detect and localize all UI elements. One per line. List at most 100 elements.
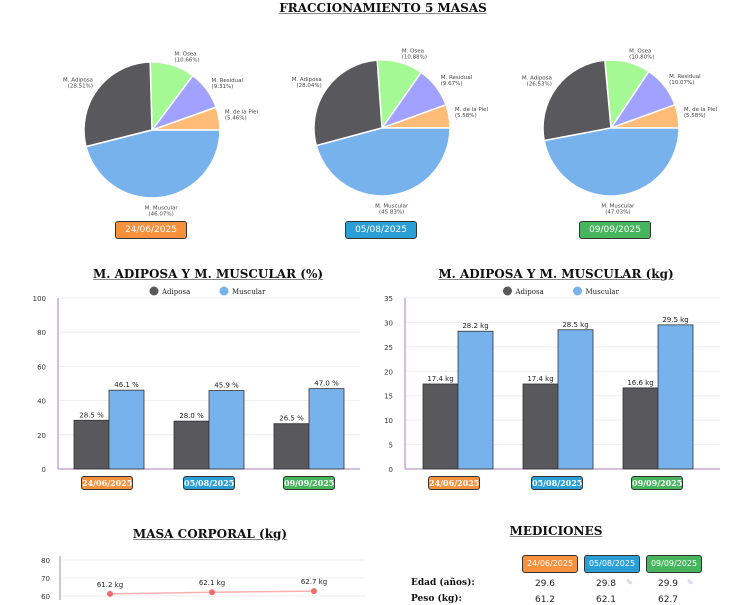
pie-label-value: (28.04%) [296, 83, 321, 89]
pie-label: M. Adiposa [292, 77, 322, 83]
pie-slice [543, 127, 680, 197]
legend-label: Muscular [586, 288, 620, 296]
bar-data-label: 17.4 kg [527, 375, 553, 383]
bar-data-label: 26.5 % [279, 415, 304, 423]
pie-label: M. Muscular [601, 204, 635, 210]
pie-label-value: (10.66%) [174, 57, 199, 63]
bar-data-label: 17.4 kg [427, 375, 453, 383]
bar-kg-title: M. ADIPOSA Y M. MUSCULAR (kg) [438, 267, 674, 281]
pie-label: M. Adiposa [63, 77, 93, 83]
y-tick-label: 30 [384, 319, 393, 327]
legend-swatch [573, 286, 582, 296]
y-tick-label: 10 [384, 417, 393, 425]
bar-pct-date-1[interactable]: 24/06/2025 [81, 476, 133, 490]
bar-data-label: 29.5 kg [662, 316, 688, 324]
bar-kg-date-3[interactable]: 09/09/2025 [631, 476, 683, 490]
bar [457, 330, 494, 470]
peso-value-3: 62.7 [657, 595, 679, 605]
line-point [311, 588, 317, 595]
legend-label: Muscular [232, 288, 266, 296]
line-title: MASA CORPORAL (kg) [132, 527, 288, 541]
bar-kg-date-2[interactable]: 05/08/2025 [531, 476, 583, 490]
legend-swatch [503, 286, 512, 296]
pie-label: M. de la Piel [225, 109, 259, 115]
y-tick-label: 35 [384, 295, 393, 303]
edit-pencil-icon[interactable]: ✎ [626, 578, 633, 587]
line-point [107, 590, 113, 597]
pie-label-value: (5.46%) [225, 115, 247, 121]
pie-label: M. Muscular [375, 203, 409, 209]
mediciones-title: MEDICIONES [509, 524, 603, 538]
pie-label: M. Muscular [145, 205, 179, 211]
y-tick-label: 100 [33, 295, 46, 303]
date-badge-1[interactable]: 24/06/2025 [115, 221, 187, 239]
line-data-label: 62.7 kg [301, 578, 327, 586]
bar [522, 383, 559, 470]
line-point [209, 589, 215, 596]
legend-label: Adiposa [161, 288, 190, 296]
bar [557, 329, 594, 470]
bar [422, 383, 459, 470]
bar-data-label: 47.0 % [314, 380, 339, 388]
y-tick-label: 60 [37, 363, 46, 371]
bar-kg-date-1[interactable]: 24/06/2025 [428, 476, 480, 490]
pie-label: M. de la Piel [455, 107, 489, 113]
edad-value-1: 29.6 [534, 579, 556, 589]
pie-label-value: (26.53%) [527, 81, 552, 87]
bar-pct-date-2[interactable]: 05/08/2025 [183, 476, 235, 490]
y-tick-label: 40 [37, 398, 46, 406]
pie-label-value: (9.31%) [212, 84, 234, 90]
y-tick-label: 60 [41, 593, 50, 600]
pie-label-value: (5.58%) [684, 113, 706, 119]
pie-label-value: (10.88%) [402, 55, 427, 61]
pie-slice [542, 59, 612, 142]
y-tick-label: 20 [37, 432, 46, 440]
y-tick-label: 0 [389, 466, 393, 474]
pie-label-value: (10.80%) [629, 54, 654, 60]
y-tick-label: 0 [42, 466, 46, 474]
y-tick-label: 25 [384, 344, 393, 352]
y-tick-label: 5 [389, 442, 393, 450]
row-label-peso: Peso (kg): [411, 594, 462, 604]
med-date-1[interactable]: 24/06/2025 [522, 555, 578, 573]
line-data-label: 61.2 kg [97, 581, 123, 589]
bar-data-label: 28.2 kg [462, 322, 488, 330]
bar-pct-date-3[interactable]: 09/09/2025 [283, 476, 335, 490]
y-tick-label: 20 [384, 368, 393, 376]
pie-label: M. Osea [402, 49, 424, 55]
bar [622, 387, 659, 470]
bar-data-label: 16.6 kg [627, 379, 653, 387]
legend-swatch [149, 286, 159, 296]
pie-slice [83, 61, 153, 148]
line-data-label: 62.1 kg [199, 579, 225, 587]
pie-slice [85, 129, 221, 199]
med-date-3[interactable]: 09/09/2025 [646, 555, 702, 573]
pie-label: M. Adiposa [522, 75, 552, 81]
pie-slice [313, 59, 383, 147]
pie-label-value: (45.83%) [379, 209, 404, 215]
pie-slice [315, 127, 451, 197]
bar-data-label: 28.0 % [179, 412, 204, 420]
bar [108, 389, 145, 470]
date-badge-2[interactable]: 05/08/2025 [345, 221, 417, 239]
date-badge-3[interactable]: 09/09/2025 [579, 221, 651, 239]
y-tick-label: 15 [384, 393, 393, 401]
pie-label-value: (46.07%) [148, 211, 173, 217]
pie-label-value: (28.51%) [68, 83, 93, 89]
y-tick-label: 80 [41, 557, 50, 565]
bar-data-label: 28.5 kg [562, 321, 588, 329]
y-tick-label: 80 [37, 329, 46, 337]
pie-label: M. Osea [174, 51, 196, 57]
y-tick-label: 70 [41, 575, 50, 583]
pie-label-value: (9.67%) [441, 81, 463, 87]
pie-label: M. Residual [212, 78, 244, 84]
pie-label: M. Osea [629, 48, 651, 54]
pie-label-value: (5.58%) [455, 113, 477, 119]
bar-data-label: 46.1 % [114, 381, 139, 389]
edit-pencil-icon[interactable]: ✎ [687, 578, 694, 587]
edad-value-2: 29.8 [595, 579, 617, 589]
peso-value-2: 62.1 [595, 595, 617, 605]
bar-pct-title: M. ADIPOSA Y M. MUSCULAR (%) [92, 267, 324, 281]
med-date-2[interactable]: 05/08/2025 [584, 555, 640, 573]
legend-swatch [219, 286, 229, 296]
